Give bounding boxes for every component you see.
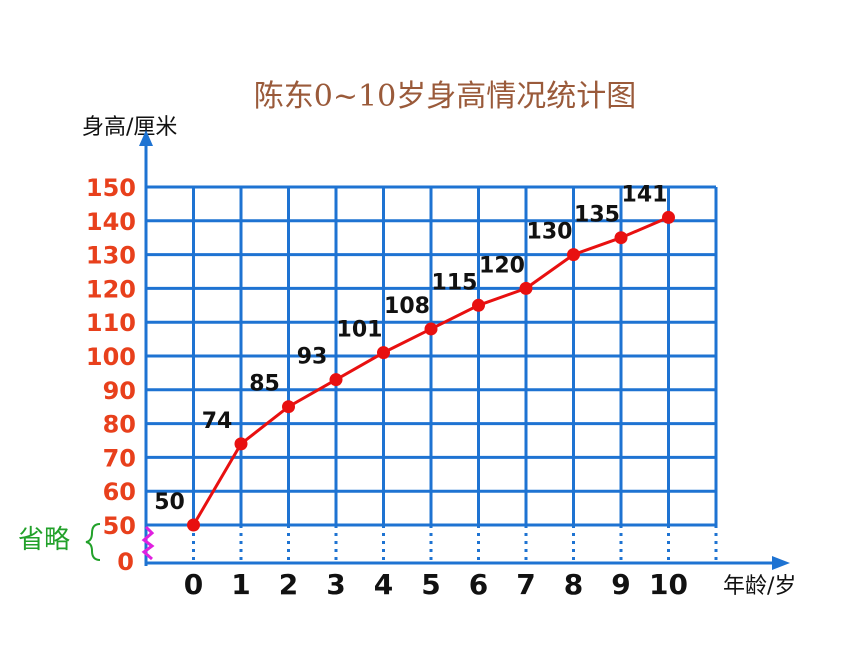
x-axis-label: 年龄/岁 — [723, 574, 796, 599]
data-point — [187, 518, 200, 532]
x-tick-label: 7 — [516, 568, 535, 601]
data-label: 141 — [622, 182, 668, 207]
x-tick-label: 2 — [279, 568, 298, 601]
x-tick-label: 3 — [326, 568, 345, 601]
y-tick-label: 80 — [103, 411, 136, 439]
data-label: 101 — [337, 318, 383, 343]
data-label: 130 — [527, 220, 573, 245]
x-tick-label: 5 — [421, 568, 440, 601]
data-point — [472, 298, 485, 312]
chart-title: 陈东0~10岁身高情况统计图 — [254, 79, 636, 114]
data-label: 74 — [202, 409, 233, 434]
data-point — [424, 322, 438, 336]
x-tick-label: 6 — [469, 568, 488, 601]
x-tick-label: 8 — [564, 568, 583, 601]
data-point — [234, 437, 248, 451]
y-tick-zero: 0 — [117, 548, 134, 576]
data-point — [567, 248, 580, 262]
x-tick-label: 9 — [611, 568, 630, 601]
height-series — [187, 210, 675, 532]
x-tick-label: 4 — [374, 568, 393, 601]
y-tick-label: 90 — [103, 377, 136, 405]
y-tick-label: 70 — [103, 444, 136, 472]
y-tick-label: 130 — [86, 242, 136, 270]
data-point — [329, 373, 343, 387]
axes — [139, 130, 790, 570]
data-label: 108 — [384, 294, 430, 319]
data-point — [614, 231, 628, 245]
brace — [85, 523, 101, 561]
y-tick-labels: 50 60 70 80 90 100 110 120 130 140 150 0 — [86, 174, 136, 576]
y-tick-label: 140 — [86, 208, 136, 236]
y-tick-label: 100 — [86, 343, 136, 371]
data-point — [662, 210, 675, 224]
grid — [146, 185, 718, 562]
y-tick-label: 110 — [86, 309, 136, 337]
data-label: 50 — [154, 490, 185, 515]
x-tick-label: 1 — [231, 568, 250, 601]
omission-marker: 省略 — [18, 523, 155, 561]
x-tick-label: 10 — [649, 568, 688, 601]
x-axis-arrow — [772, 556, 790, 570]
y-tick-label: 120 — [86, 275, 136, 303]
data-point — [377, 346, 390, 360]
data-label: 120 — [479, 253, 525, 278]
x-tick-labels: 0 1 2 3 4 5 6 7 8 9 10 — [184, 568, 688, 601]
data-point — [519, 281, 533, 295]
y-axis-label: 身高/厘米 — [82, 115, 177, 140]
omission-label: 省略 — [18, 525, 70, 555]
data-label: 85 — [249, 372, 280, 397]
y-tick-label: 150 — [86, 174, 136, 202]
y-axis-arrow — [139, 130, 153, 146]
y-tick-label: 50 — [103, 512, 136, 540]
data-label: 115 — [432, 270, 478, 295]
data-label: 93 — [297, 345, 328, 370]
break-zigzag — [141, 525, 155, 561]
data-label: 135 — [574, 203, 620, 228]
y-tick-label: 60 — [103, 478, 136, 506]
data-point — [282, 400, 295, 414]
x-tick-label: 0 — [184, 568, 203, 601]
